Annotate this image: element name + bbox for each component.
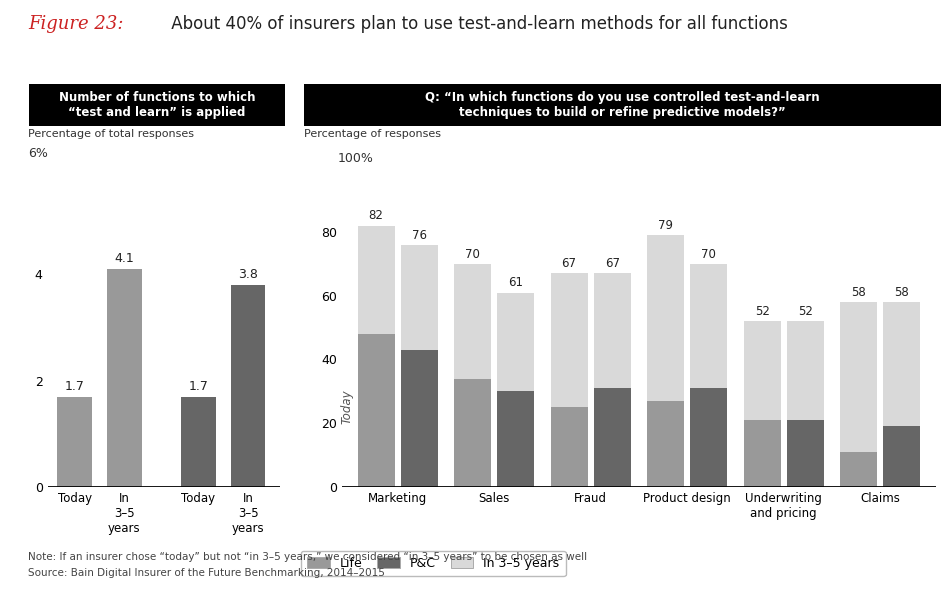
Bar: [690, 264, 727, 388]
Bar: [787, 321, 824, 420]
Bar: [840, 452, 877, 487]
Bar: [454, 264, 491, 379]
Bar: [884, 302, 921, 426]
Text: 100%: 100%: [337, 152, 373, 165]
Text: Number of functions to which
“test and learn” is applied: Number of functions to which “test and l…: [59, 91, 255, 119]
Text: 76: 76: [411, 228, 427, 242]
Text: 67: 67: [604, 257, 619, 270]
Bar: [690, 388, 727, 487]
Bar: [454, 379, 491, 487]
Text: 61: 61: [508, 276, 523, 289]
Bar: [497, 293, 534, 391]
Bar: [647, 235, 684, 401]
Text: 82: 82: [369, 209, 384, 222]
Text: 4.1: 4.1: [114, 252, 134, 266]
Bar: [401, 350, 438, 487]
Bar: [357, 225, 394, 334]
Text: 52: 52: [798, 305, 812, 318]
Bar: [840, 302, 877, 452]
Text: 67: 67: [561, 257, 577, 270]
Text: 6%: 6%: [28, 147, 48, 160]
Bar: [551, 273, 588, 407]
Text: 70: 70: [701, 248, 716, 261]
Bar: [787, 420, 824, 487]
Text: Source: Bain Digital Insurer of the Future Benchmarking, 2014–2015: Source: Bain Digital Insurer of the Futu…: [28, 568, 386, 578]
Bar: [594, 273, 631, 388]
Text: Note: If an insurer chose “today” but not “in 3–5 years,” we considered “in 3–5 : Note: If an insurer chose “today” but no…: [28, 552, 588, 562]
Text: 52: 52: [754, 305, 770, 318]
Bar: [647, 401, 684, 487]
Text: 79: 79: [658, 219, 674, 232]
Text: 3.8: 3.8: [238, 269, 258, 281]
Text: About 40% of insurers plan to use test-and-learn methods for all functions: About 40% of insurers plan to use test-a…: [166, 15, 788, 33]
Text: Figure 23:: Figure 23:: [28, 15, 124, 33]
Bar: [497, 391, 534, 487]
Legend: Life, P&C, In 3–5 years: Life, P&C, In 3–5 years: [301, 551, 565, 576]
Text: 58: 58: [851, 286, 866, 299]
Text: Percentage of responses: Percentage of responses: [304, 129, 441, 139]
Bar: [231, 285, 265, 487]
Bar: [744, 420, 781, 487]
Bar: [594, 388, 631, 487]
Bar: [884, 426, 921, 487]
Text: Q: “In which functions do you use controlled test-and-learn
techniques to build : Q: “In which functions do you use contro…: [425, 91, 820, 119]
Bar: [107, 269, 142, 487]
Bar: [181, 397, 216, 487]
Text: 1.7: 1.7: [65, 380, 85, 393]
Bar: [551, 407, 588, 487]
Text: Percentage of total responses: Percentage of total responses: [28, 129, 195, 139]
Bar: [57, 397, 92, 487]
Bar: [744, 321, 781, 420]
Text: 58: 58: [894, 286, 909, 299]
Text: 70: 70: [466, 248, 480, 261]
Bar: [357, 334, 394, 487]
Text: 1.7: 1.7: [189, 380, 208, 393]
Text: Today: Today: [341, 390, 353, 424]
Bar: [401, 245, 438, 350]
